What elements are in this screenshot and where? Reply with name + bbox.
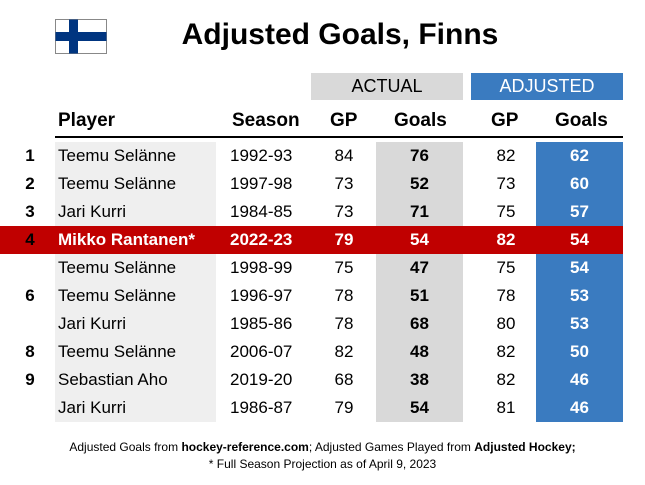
table-body: 1 Teemu Selänne 1992-93 84 76 82 62 2 Teemu Selä… <box>0 142 645 422</box>
adjusted-gp-cell: 75 <box>496 258 516 277</box>
season-cell: 1984-85 <box>230 202 293 221</box>
highlighted-table-row: 4 Mikko Rantanen* 2022-23 79 54 82 54 <box>0 226 623 254</box>
table-row: Jari Kurri 1986-87 79 54 81 46 <box>0 394 645 422</box>
adjusted-gp-cell: 78 <box>496 286 516 305</box>
gp-cell: 84 <box>334 146 354 165</box>
season-cell: 1985-86 <box>230 314 293 333</box>
season-cell: 2019-20 <box>230 370 293 389</box>
season-cell: 1992-93 <box>230 146 293 165</box>
player-cell: Teemu Selänne <box>58 342 177 361</box>
rank-cell: 3 <box>25 202 35 221</box>
goals-cell: 71 <box>410 202 429 221</box>
season-cell: 2006-07 <box>230 342 293 361</box>
adjusted-goals-cell: 54 <box>570 230 589 249</box>
goals-cell: 76 <box>410 146 429 165</box>
rank-cell <box>22 254 38 282</box>
table-row: 2 Teemu Selänne 1997-98 73 52 73 60 <box>0 170 645 198</box>
gp-column-header: GP <box>330 110 358 131</box>
rank-cell: 1 <box>25 146 35 165</box>
adjusted-gp-cell: 80 <box>496 314 516 333</box>
player-cell: Teemu Selänne <box>58 174 177 193</box>
goals-cell: 54 <box>410 398 429 417</box>
adjusted-goals-cell: 53 <box>570 314 589 333</box>
source-note: Adjusted Goals from hockey-reference.com… <box>69 440 576 454</box>
table-row: Jari Kurri 1985-86 78 68 80 53 <box>0 310 645 338</box>
gp-cell: 78 <box>334 286 354 305</box>
goals-cell: 52 <box>410 174 429 193</box>
adjusted-gp-cell: 81 <box>496 398 516 417</box>
adjusted-goals-cell: 57 <box>570 202 589 221</box>
player-cell: Sebastian Aho <box>58 370 168 389</box>
season-cell: 2022-23 <box>230 230 293 249</box>
adjusted-goals-cell: 46 <box>570 398 589 417</box>
adjusted-group-header: ADJUSTED <box>471 73 623 100</box>
gp-cell: 78 <box>334 314 354 333</box>
gp-cell: 73 <box>334 174 354 193</box>
table-row: Teemu Selänne 1998-99 75 47 75 54 <box>0 254 645 282</box>
adjusted-goals-cell: 46 <box>570 370 589 389</box>
adjusted-gp-cell: 82 <box>496 370 516 389</box>
adjusted-goals-cell: 50 <box>570 342 589 361</box>
adjusted-gp-cell: 73 <box>496 174 516 193</box>
table-row: 6 Teemu Selänne 1996-97 78 51 78 53 <box>0 282 645 310</box>
adjusted-goals-cell: 60 <box>570 174 589 193</box>
goals-cell: 68 <box>410 314 429 333</box>
player-cell: Jari Kurri <box>58 202 127 221</box>
adjusted-gp-cell: 82 <box>496 230 516 249</box>
adjusted-gp-cell: 82 <box>496 146 516 165</box>
table-row: 1 Teemu Selänne 1992-93 84 76 82 62 <box>0 142 645 170</box>
rank-cell: 4 <box>25 230 35 249</box>
player-cell: Jari Kurri <box>58 398 127 417</box>
season-cell: 1998-99 <box>230 258 293 277</box>
gp-cell: 73 <box>334 202 354 221</box>
player-cell: Jari Kurri <box>58 314 127 333</box>
player-cell: Teemu Selänne <box>58 286 177 305</box>
player-column-header: Player <box>58 110 116 131</box>
table-row: 9 Sebastian Aho 2019-20 68 38 82 46 <box>0 366 645 394</box>
adjusted-goals-cell: 54 <box>570 258 589 277</box>
rank-cell: 9 <box>25 370 35 389</box>
rank-cell: 2 <box>25 174 35 193</box>
adjusted-goals-column-header: Goals <box>555 110 608 131</box>
highlight-bar <box>55 226 623 254</box>
rank-cell: 8 <box>25 342 35 361</box>
season-cell: 1996-97 <box>230 286 293 305</box>
season-column-header: Season <box>232 110 300 131</box>
player-cell: Mikko Rantanen* <box>58 230 195 249</box>
player-cell: Teemu Selänne <box>58 146 177 165</box>
goals-cell: 38 <box>410 370 429 389</box>
gp-cell: 68 <box>334 370 354 389</box>
season-cell: 1997-98 <box>230 174 293 193</box>
adjusted-gp-column-header: GP <box>491 110 519 131</box>
player-column-background <box>55 142 216 422</box>
goals-column-header: Goals <box>394 110 447 131</box>
adjusted-goals-cell: 53 <box>570 286 589 305</box>
adjusted-gp-cell: 82 <box>496 342 516 361</box>
adjusted-goals-column-background <box>536 142 623 422</box>
goals-cell: 54 <box>410 230 429 249</box>
gp-cell: 75 <box>334 258 354 277</box>
projection-note: * Full Season Projection as of April 9, … <box>208 457 437 471</box>
gp-cell: 79 <box>334 398 354 417</box>
goals-cell: 51 <box>410 286 429 305</box>
actual-group-header: ACTUAL <box>311 73 463 100</box>
player-cell: Teemu Selänne <box>58 258 177 277</box>
actual-goals-column-background <box>376 142 463 422</box>
finland-flag-icon <box>55 19 107 54</box>
rank-cell <box>22 394 38 422</box>
adjusted-goals-cell: 62 <box>570 146 589 165</box>
header-divider <box>55 136 623 138</box>
season-cell: 1986-87 <box>230 398 293 417</box>
goals-cell: 47 <box>410 258 429 277</box>
rank-cell <box>22 310 38 338</box>
table-row: 8 Teemu Selänne 2006-07 82 48 82 50 <box>0 338 645 366</box>
page-title: Adjusted Goals, Finns <box>181 18 499 51</box>
gp-cell: 82 <box>334 342 354 361</box>
goals-cell: 48 <box>410 342 429 361</box>
adjusted-gp-cell: 75 <box>496 202 516 221</box>
gp-cell: 79 <box>334 230 354 249</box>
rank-cell: 6 <box>25 286 35 305</box>
table-row: 3 Jari Kurri 1984-85 73 71 75 57 <box>0 198 645 226</box>
